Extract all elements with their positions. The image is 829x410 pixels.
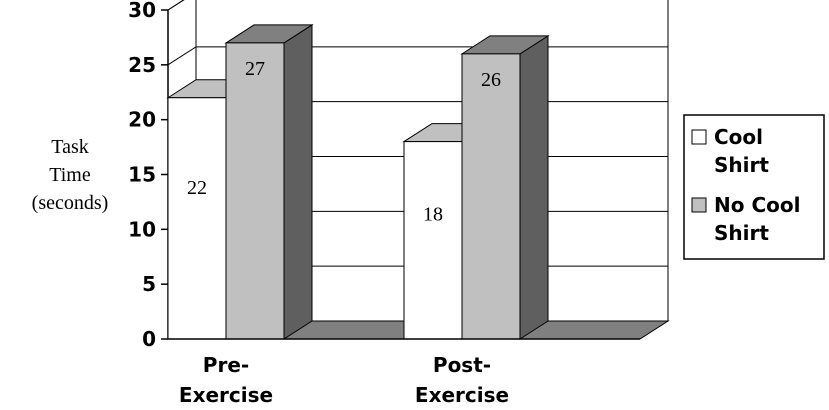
gridline xyxy=(167,0,185,11)
bar xyxy=(461,53,521,340)
x-tick-label: Post- xyxy=(433,353,491,377)
data-label: 22 xyxy=(187,177,207,199)
x-tick-label: Exercise xyxy=(415,383,509,407)
legend-label: Cool xyxy=(714,125,763,149)
y-axis-title: Task Time (seconds) xyxy=(32,136,109,214)
legend-label: Shirt xyxy=(714,221,769,245)
legend-label: Shirt xyxy=(714,153,769,177)
legend: Cool Shirt No Cool Shirt xyxy=(683,114,825,260)
bar-side xyxy=(519,34,549,340)
bar xyxy=(225,42,285,340)
data-label: 26 xyxy=(481,69,501,91)
legend-label: No Cool xyxy=(714,193,800,217)
y-tick-label: 20 xyxy=(128,108,156,132)
bar-side xyxy=(283,23,313,340)
bar xyxy=(403,141,463,340)
y-tick-label: 10 xyxy=(128,217,156,241)
y-axis-label: Task xyxy=(51,136,88,158)
legend-box xyxy=(683,114,825,260)
y-tick-label: 15 xyxy=(128,163,156,187)
y-axis: 0 5 10 15 20 25 30 xyxy=(128,0,169,351)
x-tick-label: Pre- xyxy=(203,353,249,377)
y-axis-label: Time xyxy=(49,164,91,186)
legend-swatch xyxy=(691,129,707,145)
y-tick-label: 0 xyxy=(142,327,156,351)
y-axis-label: (seconds) xyxy=(32,192,109,214)
bars: 22 27 18 26 xyxy=(166,23,550,340)
bar xyxy=(167,97,227,340)
data-label: 27 xyxy=(245,58,265,80)
y-tick-label: 25 xyxy=(128,53,156,77)
y-tick-label: 30 xyxy=(128,0,156,22)
x-tick-label: Exercise xyxy=(179,383,273,407)
y-tick-label: 5 xyxy=(142,272,156,296)
legend-swatch xyxy=(691,197,707,213)
data-label: 18 xyxy=(423,204,443,226)
x-axis: Pre- Exercise Post- Exercise xyxy=(168,338,640,407)
